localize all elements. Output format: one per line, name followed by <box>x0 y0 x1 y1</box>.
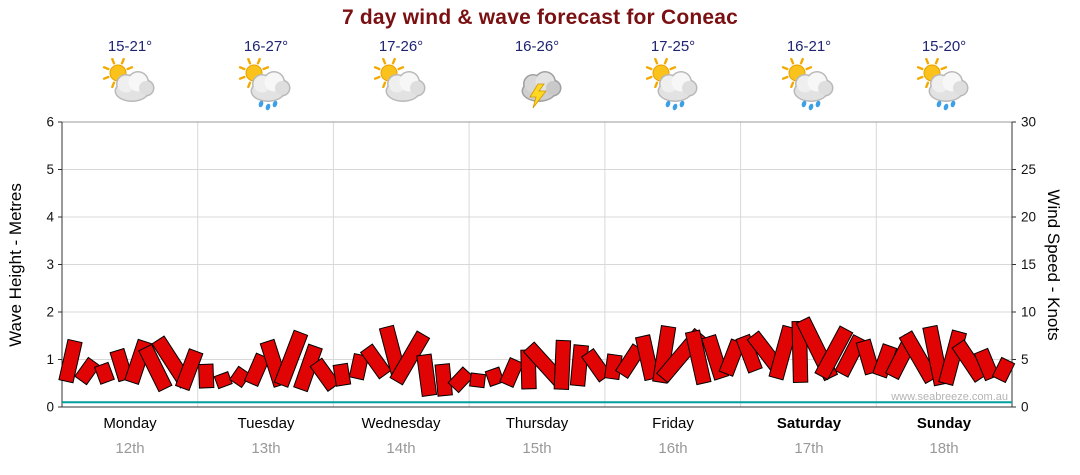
svg-text:30: 30 <box>1021 115 1036 130</box>
day-column-monday: 15-21° Monday 12th <box>62 0 198 475</box>
svg-text:4: 4 <box>46 210 54 225</box>
svg-text:5: 5 <box>1021 352 1029 367</box>
day-name: Wednesday <box>361 415 441 432</box>
svg-text:0: 0 <box>46 400 54 415</box>
cloud-icon <box>657 71 698 102</box>
day-name: Monday <box>103 415 157 432</box>
day-temp: 17-25° <box>650 38 696 55</box>
weather-icon <box>372 57 430 110</box>
day-column-thursday: 16-26° Thursday 15th <box>469 0 605 475</box>
right-axis-title: Wind Speed - Knots <box>1044 189 1063 341</box>
raindrops-icon <box>665 100 685 111</box>
lightning-icon <box>529 83 547 109</box>
svg-text:15: 15 <box>1021 257 1036 272</box>
weather-icon <box>101 57 159 110</box>
day-date: 16th <box>658 440 688 457</box>
page-title: 7 day wind & wave forecast for Coneac <box>341 6 739 29</box>
weather-icon <box>644 57 702 111</box>
svg-text:5: 5 <box>46 162 54 177</box>
svg-text:25: 25 <box>1021 162 1036 177</box>
day-name: Thursday <box>505 415 569 432</box>
day-column-saturday: 16-21° Saturday 17th <box>741 0 877 475</box>
day-temp: 15-20° <box>921 38 967 55</box>
raindrops-icon <box>801 100 821 111</box>
day-name: Friday <box>652 415 694 432</box>
cloud-icon <box>250 71 291 102</box>
cloud-icon <box>928 71 969 102</box>
svg-text:3: 3 <box>46 257 54 272</box>
day-temp: 16-26° <box>514 38 560 55</box>
day-date: 18th <box>929 440 959 457</box>
day-date: 15th <box>522 440 552 457</box>
day-temp: 17-26° <box>378 38 424 55</box>
svg-text:10: 10 <box>1021 305 1036 320</box>
day-column-tuesday: 16-27° Tuesday 13th <box>198 0 334 475</box>
svg-text:1: 1 <box>46 352 54 367</box>
weather-icon <box>508 58 566 110</box>
right-axis-ticks: 0 5 10 15 20 25 30 <box>1012 115 1036 415</box>
cloud-icon <box>385 71 426 102</box>
svg-text:0: 0 <box>1021 400 1029 415</box>
raindrops-icon <box>258 100 278 111</box>
svg-text:20: 20 <box>1021 210 1036 225</box>
day-column-sunday: 15-20° Sunday 18th <box>876 0 1012 475</box>
day-column-friday: 17-25° Friday 16th <box>605 0 741 475</box>
cloud-icon <box>114 71 155 102</box>
day-name: Sunday <box>916 415 972 432</box>
day-column-wednesday: 17-26° Wednesday 14th <box>333 0 469 475</box>
day-date: 13th <box>251 440 281 457</box>
svg-text:6: 6 <box>46 115 54 130</box>
day-temp: 16-21° <box>786 38 832 55</box>
day-date: 14th <box>386 440 416 457</box>
day-temp: 15-21° <box>107 38 153 55</box>
day-name: Saturday <box>776 415 842 432</box>
watermark: www.seabreeze.com.au <box>890 391 1008 403</box>
left-axis-title: Wave Height - Metres <box>6 183 25 347</box>
day-date: 17th <box>794 440 824 457</box>
weather-icon <box>237 57 295 111</box>
left-axis-ticks: 0 1 2 3 4 5 6 <box>46 115 62 415</box>
day-temp: 16-27° <box>243 38 289 55</box>
wind-speed-series <box>58 316 1016 397</box>
cloud-icon <box>793 71 834 102</box>
weather-icon <box>780 57 838 111</box>
svg-text:2: 2 <box>46 305 54 320</box>
weather-icon <box>915 57 973 111</box>
day-name: Tuesday <box>237 415 295 432</box>
day-date: 12th <box>115 440 145 457</box>
raindrops-icon <box>936 100 956 111</box>
